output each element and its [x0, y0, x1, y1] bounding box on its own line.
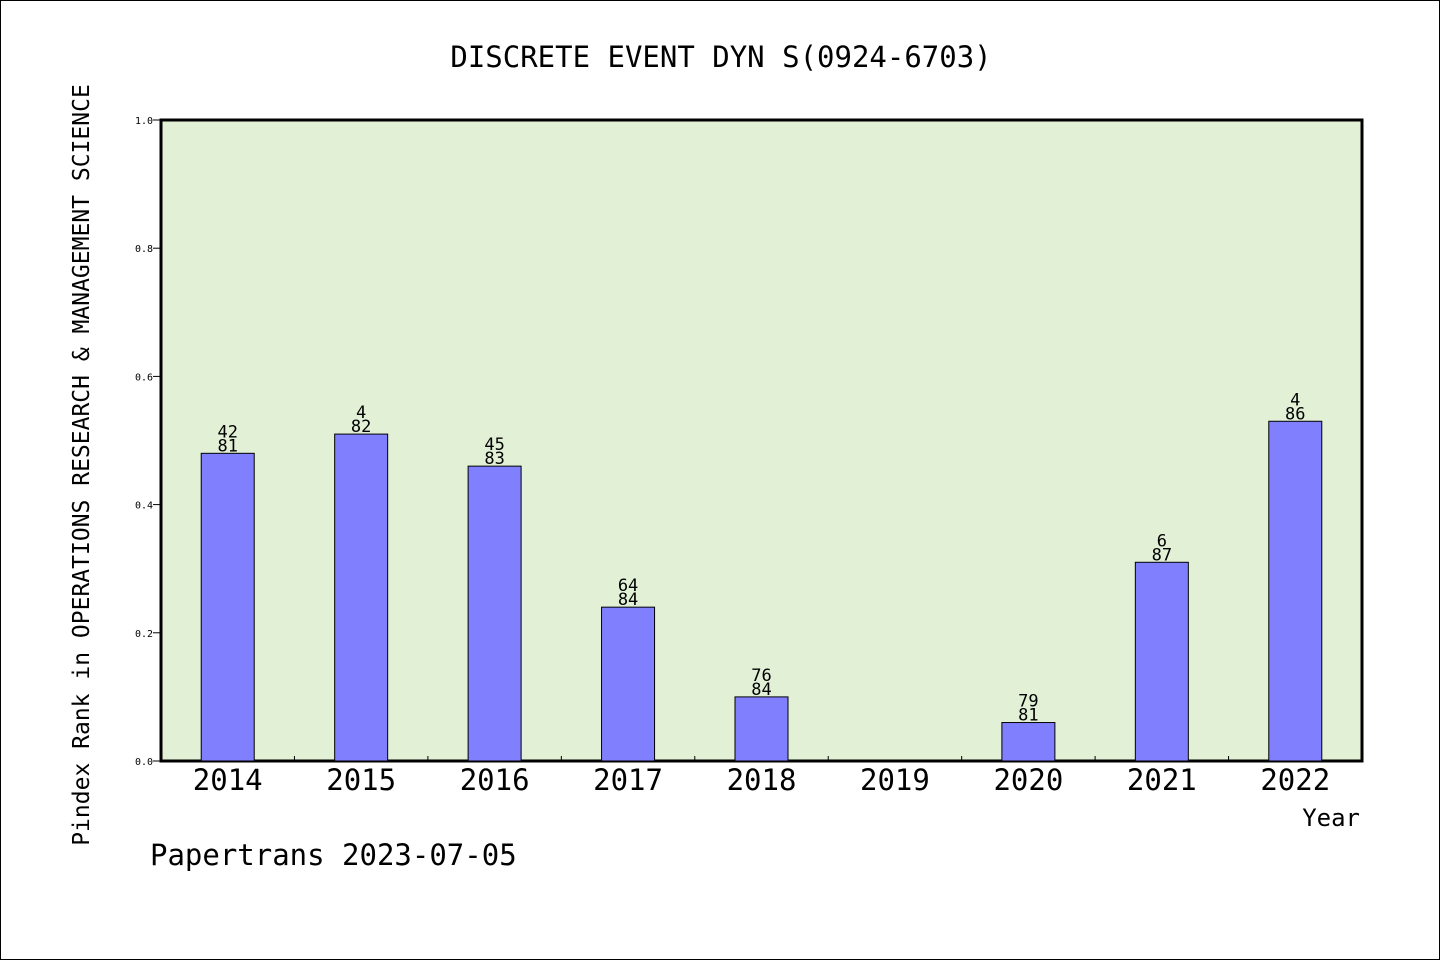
bar-2014 — [200, 452, 255, 762]
y-tick-label: 0.4 — [135, 501, 153, 512]
bar-label-bottom: 86 — [1285, 404, 1305, 424]
chart-title: DISCRETE EVENT DYN S(0924-6703) — [450, 40, 991, 74]
bar-label-bottom: 82 — [351, 417, 371, 437]
x-tick-label: 2018 — [727, 763, 797, 797]
bar-label-top: 76 — [751, 666, 771, 686]
bar-2018 — [734, 696, 789, 762]
bars-group — [200, 420, 1323, 762]
x-tick-label: 2014 — [193, 763, 263, 797]
bar-2016 — [467, 465, 522, 762]
x-tick-label: 2022 — [1260, 763, 1330, 797]
bar-2017 — [601, 606, 656, 762]
y-tick-label: 0.8 — [135, 244, 153, 255]
x-tick-label: 2020 — [993, 763, 1063, 797]
bar-2022 — [1268, 420, 1323, 762]
bar-label-top: 4 — [1290, 390, 1300, 410]
bar-2015 — [334, 433, 389, 762]
bar-label-bottom: 81 — [1018, 706, 1038, 726]
y-axis-ticks: 0.0 0.2 0.4 0.6 0.8 1.0 — [135, 116, 161, 768]
bar-label-top: 6 — [1157, 531, 1167, 551]
bar-label-top: 64 — [618, 576, 638, 596]
y-tick-label: 0.0 — [135, 757, 153, 768]
x-tick-label: 2019 — [860, 763, 930, 797]
footer-credit: Papertrans 2023-07-05 — [150, 838, 517, 872]
x-tick-label: 2021 — [1127, 763, 1197, 797]
bar-label-top: 45 — [484, 435, 504, 455]
x-tick-label: 2017 — [593, 763, 663, 797]
bar-label-bottom: 87 — [1152, 545, 1172, 565]
bar-label-top: 42 — [217, 422, 237, 442]
x-tick-label: 2016 — [460, 763, 530, 797]
bar-label-top: 79 — [1018, 692, 1038, 712]
x-tick-label: 2015 — [326, 763, 396, 797]
y-tick-label: 0.2 — [135, 629, 153, 640]
bar-label-bottom: 84 — [751, 680, 771, 700]
bar-label-bottom: 83 — [484, 449, 504, 469]
bar-label-bottom: 81 — [217, 436, 237, 456]
bar-label-top: 4 — [356, 403, 366, 423]
bar-2020 — [1001, 722, 1056, 762]
y-tick-label: 0.6 — [135, 372, 153, 383]
x-axis-ticks: 2014 2015 2016 2017 2018 2019 2020 2021 2022 — [193, 756, 1330, 797]
x-axis-label: Year — [1302, 804, 1360, 832]
bar-label-bottom: 84 — [618, 590, 638, 610]
y-tick-label: 1.0 — [135, 116, 153, 127]
y-axis-label: Pindex Rank in OPERATIONS RESEARCH & MAN… — [69, 84, 95, 846]
bar-2021 — [1134, 561, 1189, 762]
